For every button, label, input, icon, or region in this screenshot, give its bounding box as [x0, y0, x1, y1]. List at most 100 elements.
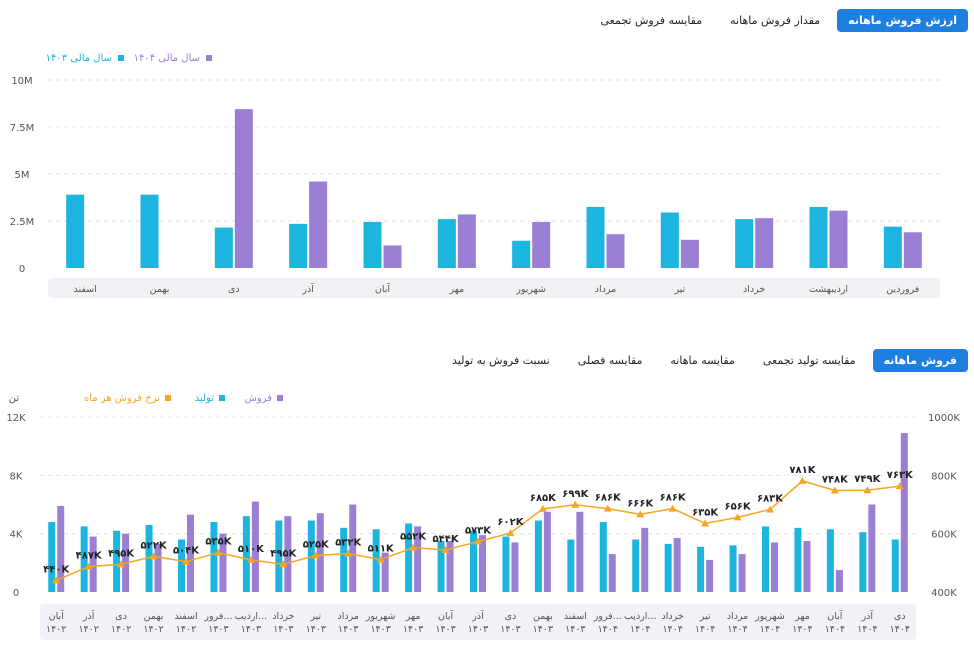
y-tick-label-right: 600K: [931, 530, 957, 541]
tab-monthly-sales-value[interactable]: ارزش فروش ماهانه: [837, 9, 968, 32]
x-tick-label: آذر: [301, 282, 314, 295]
x-tick-label: مهر ۱۴۰۴: [792, 611, 812, 635]
bar-sales: [738, 554, 746, 592]
tab-cumulative-sales[interactable]: مقایسه فروش تجمعی: [600, 14, 703, 27]
line-marker: [441, 546, 450, 553]
bar-production: [859, 532, 867, 592]
bar-1403: [66, 194, 85, 268]
bar-production: [534, 520, 542, 592]
tab-sales-to-production[interactable]: نسبت فروش به تولید: [452, 354, 550, 367]
line-marker: [117, 560, 126, 568]
y-tick-label: 0: [19, 264, 25, 275]
bar-1404: [383, 245, 402, 268]
bar-sales: [381, 552, 389, 592]
legend-swatch-production: [219, 395, 225, 401]
y-tick-label: 2.5M: [10, 217, 35, 228]
x-tick-label: مرداد ۱۴۰۳: [338, 611, 359, 635]
legend-swatch-rate: [165, 395, 171, 401]
line-marker: [571, 500, 580, 508]
line-marker: [668, 504, 677, 512]
x-tick-label: خرداد ۱۴۰۴: [662, 611, 684, 635]
x-tick-label: بهمن: [150, 284, 170, 295]
bar-production: [275, 520, 283, 592]
bar-sales: [771, 542, 778, 592]
tab-monthly-sales-quantity[interactable]: مقدار فروش ماهانه: [730, 14, 821, 27]
data-label-rate: ۵۲۵K: [303, 540, 330, 551]
bar-production: [502, 536, 510, 592]
x-tick-label: مهر: [448, 284, 464, 295]
line-marker: [474, 537, 482, 545]
line-marker: [214, 548, 223, 556]
bar-production: [178, 539, 185, 592]
bar-sales: [673, 538, 681, 592]
bar-1403: [660, 212, 679, 268]
line-marker: [863, 486, 872, 494]
x-tick-label: بهمن ۱۴۰۲: [143, 611, 163, 635]
bar-production: [48, 522, 56, 592]
x-tick-label: اردیب... ۱۴۰۴: [624, 611, 657, 635]
x-tick-label: اسفند ۱۴۰۳: [564, 611, 587, 635]
bar-sales: [576, 511, 584, 592]
data-label-rate: ۵۲۲K: [141, 540, 168, 551]
legend-label-1403: سال مالی ۱۴۰۳: [46, 53, 112, 64]
data-label-rate: ۵۳۵K: [205, 537, 232, 548]
tab-cumulative-production[interactable]: مقایسه تولید تجمعی: [762, 354, 856, 367]
chart2-legend: فروش تولید نرخ فروش هر ماه: [84, 393, 283, 404]
bar-1404: [532, 221, 551, 268]
data-label-rate: ۷۶۳K: [887, 470, 914, 481]
tab-bar-top: ارزش فروش ماهانه مقدار فروش ماهانه مقایس…: [590, 9, 968, 32]
bar-sales: [446, 540, 454, 592]
line-marker: [52, 576, 61, 584]
x-tick-label: آذر ۱۴۰۳: [468, 609, 488, 635]
line-marker: [830, 486, 839, 494]
data-label-rate: ۷۴۸K: [822, 475, 849, 486]
bar-1403: [809, 206, 828, 268]
bar-1403: [735, 219, 754, 268]
tab-monthly-sales[interactable]: فروش ماهانه: [872, 349, 968, 372]
bar-sales: [187, 514, 194, 592]
bar-sales: [835, 570, 843, 592]
bar-1404: [309, 181, 328, 268]
bar-1403: [289, 223, 308, 268]
x-tick-label: آبان ۱۴۰۲: [46, 609, 66, 635]
line-marker: [895, 482, 904, 490]
bar-production: [340, 527, 348, 592]
line-marker: [733, 513, 742, 521]
tab-monthly-comparison[interactable]: مقایسه ماهانه: [670, 354, 735, 367]
bar-1403: [437, 219, 456, 268]
data-label-rate: ۶۸۶K: [660, 493, 687, 504]
bar-sales: [349, 504, 357, 592]
line-marker: [409, 543, 418, 551]
bar-1404: [680, 239, 699, 268]
x-tick-label: شهریور ۱۴۰۴: [754, 611, 785, 635]
data-label-rate: ۶۸۵K: [530, 493, 557, 504]
line-marker: [636, 510, 645, 518]
line-marker: [311, 551, 320, 559]
x-tick-label: تیر: [673, 284, 685, 295]
bar-1404: [457, 214, 476, 268]
bar-production: [80, 526, 88, 592]
y-tick-label-left: 0: [13, 588, 19, 599]
data-label-rate: ۵۱۱K: [368, 544, 395, 555]
data-label-rate: ۵۵۲K: [400, 532, 427, 543]
bar-sales: [414, 526, 422, 592]
legend-label-1404: سال مالی ۱۴۰۴: [134, 53, 200, 64]
tab-seasonal-comparison[interactable]: مقایسه فصلی: [577, 354, 643, 367]
line-marker: [246, 555, 255, 563]
bar-production: [113, 530, 121, 592]
bar-production: [826, 529, 834, 592]
bar-production: [794, 527, 802, 592]
y-tick-label-left: 4K: [10, 530, 23, 541]
tab-bar-bottom: فروش ماهانه مقایسه تولید تجمعی مقایسه ما…: [441, 349, 968, 372]
bar-1403: [363, 221, 382, 268]
data-label-rate: ۷۴۹K: [854, 474, 881, 485]
line-marker: [701, 519, 710, 527]
bar-1404: [606, 234, 625, 268]
data-label-rate: ۶۳۵K: [692, 507, 719, 518]
x-tick-label: مهر ۱۴۰۳: [403, 611, 423, 635]
y-tick-label: 7.5M: [10, 123, 35, 134]
bar-production: [664, 543, 672, 592]
x-tick-label: اسفند ۱۴۰۲: [174, 611, 197, 635]
bar-1404: [829, 210, 848, 268]
bar-production: [599, 522, 607, 592]
